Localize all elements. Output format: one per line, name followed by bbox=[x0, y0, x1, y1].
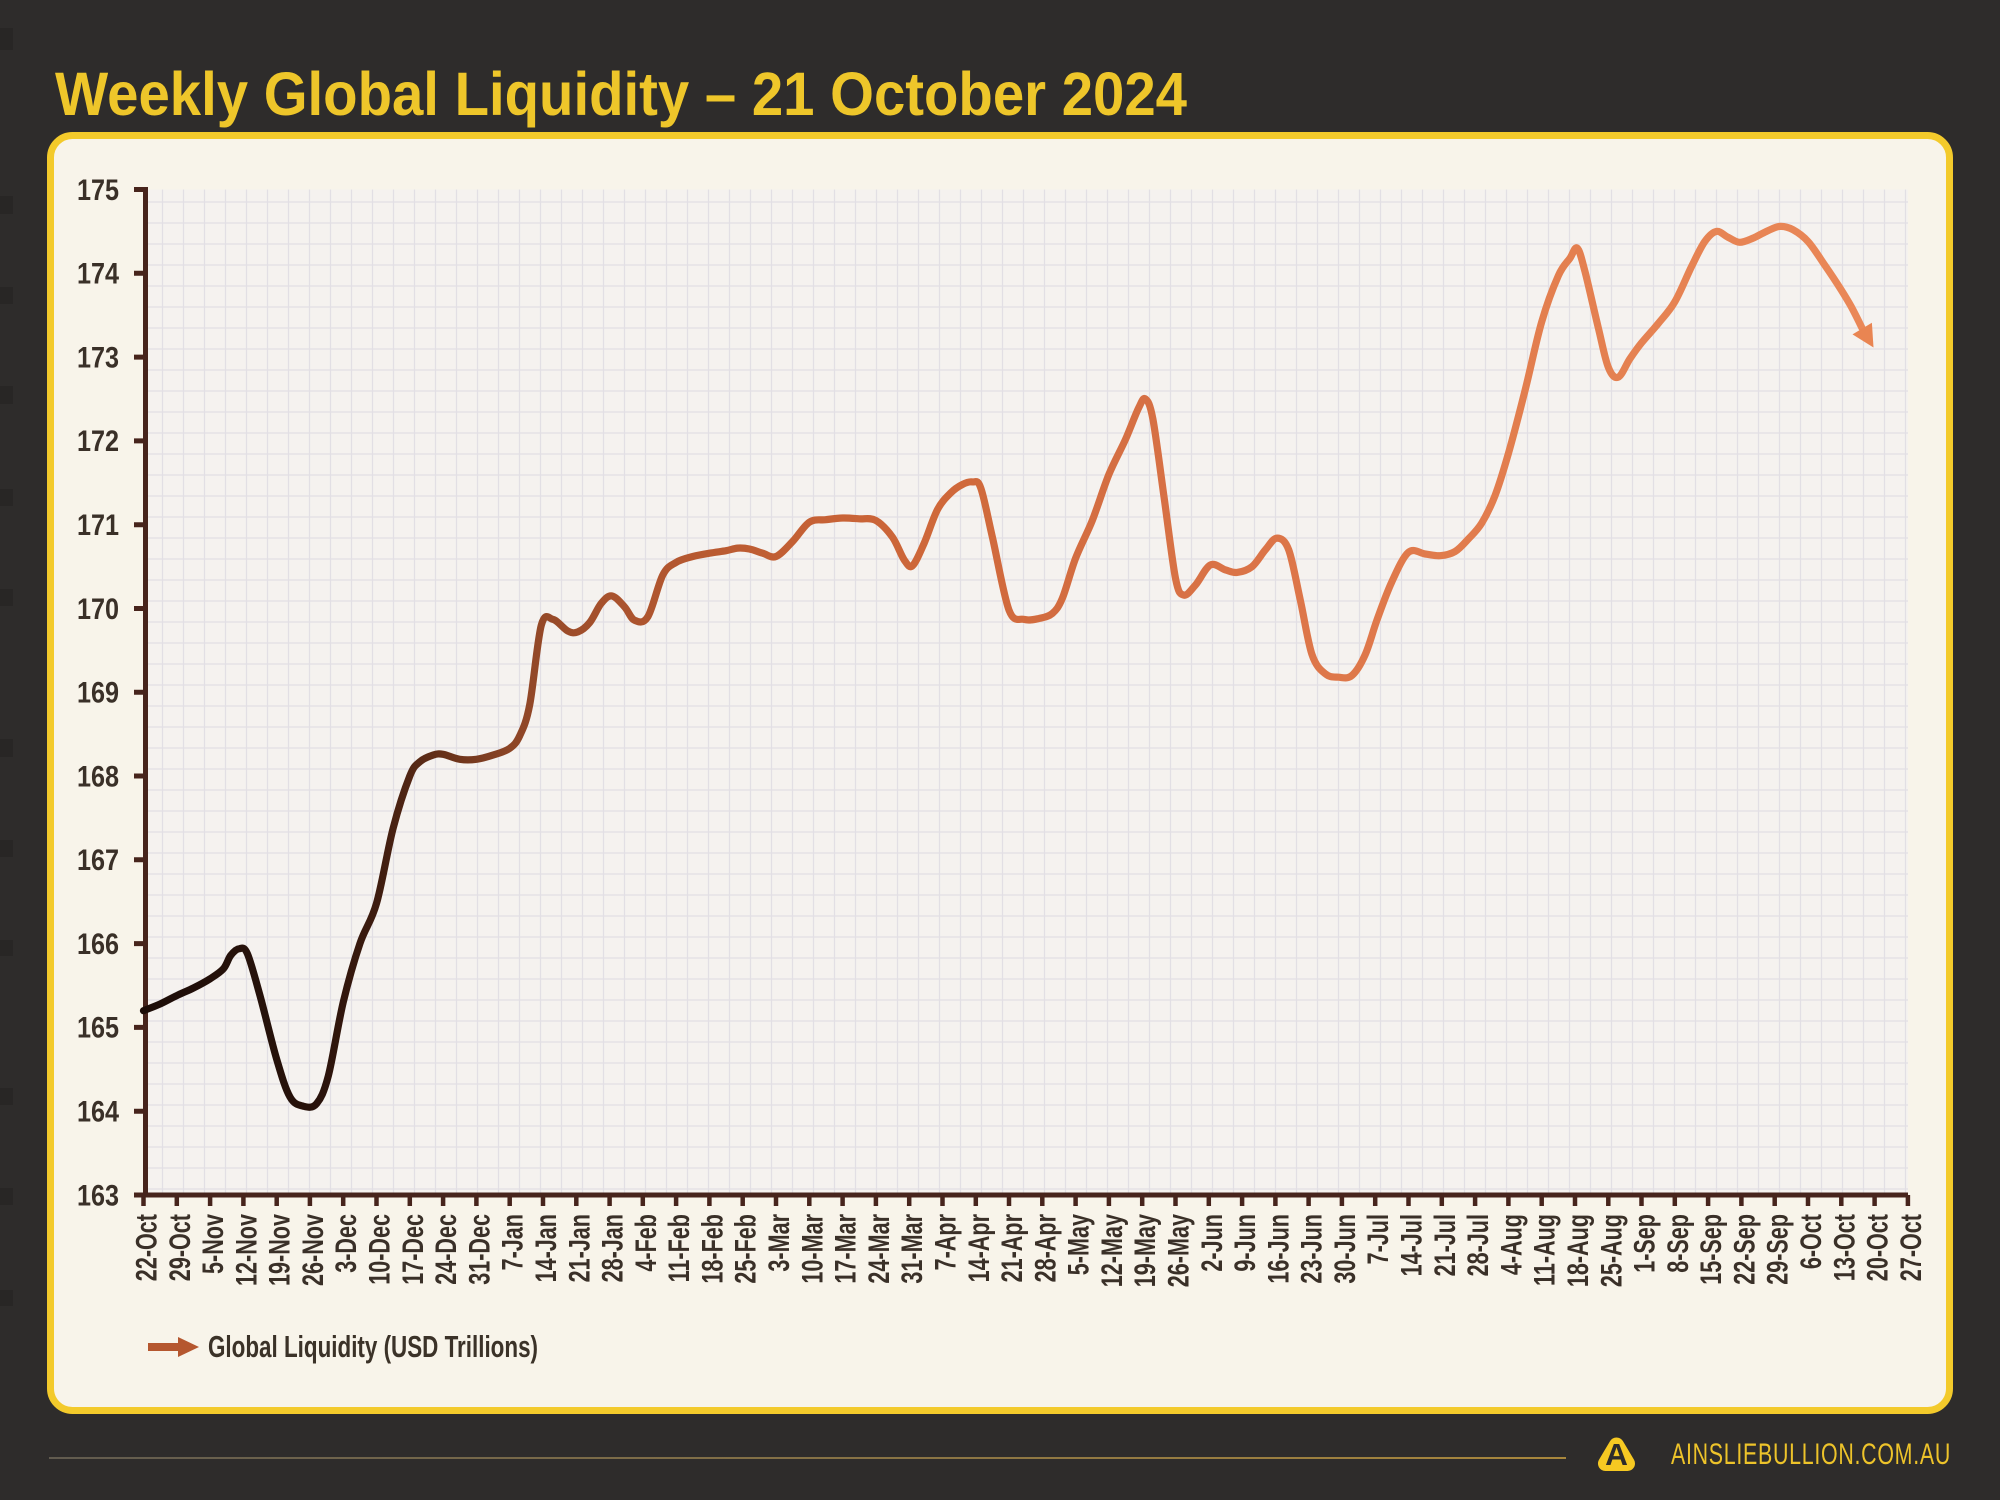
svg-text:2-Jun: 2-Jun bbox=[1194, 1214, 1228, 1272]
svg-text:27-Oct: 27-Oct bbox=[1893, 1214, 1927, 1281]
svg-text:24-Mar: 24-Mar bbox=[861, 1214, 895, 1284]
svg-text:7-Jul: 7-Jul bbox=[1361, 1214, 1395, 1264]
svg-text:174: 174 bbox=[77, 257, 120, 291]
svg-text:Weekly Global Liquidity – 21 O: Weekly Global Liquidity – 21 October 202… bbox=[55, 60, 1187, 128]
svg-text:30-Jun: 30-Jun bbox=[1327, 1214, 1361, 1284]
svg-text:5-May: 5-May bbox=[1061, 1214, 1095, 1276]
svg-text:171: 171 bbox=[77, 508, 119, 542]
svg-text:28-Apr: 28-Apr bbox=[1028, 1214, 1062, 1282]
svg-text:11-Feb: 11-Feb bbox=[662, 1214, 696, 1282]
svg-text:166: 166 bbox=[77, 927, 119, 961]
svg-text:19-Nov: 19-Nov bbox=[262, 1214, 296, 1286]
svg-text:10-Dec: 10-Dec bbox=[362, 1214, 396, 1285]
svg-text:19-May: 19-May bbox=[1128, 1214, 1162, 1288]
svg-text:169: 169 bbox=[77, 676, 119, 710]
svg-text:23-Jun: 23-Jun bbox=[1294, 1214, 1328, 1284]
svg-text:29-Sep: 29-Sep bbox=[1760, 1214, 1794, 1285]
svg-text:24-Dec: 24-Dec bbox=[429, 1214, 463, 1285]
svg-text:10-Mar: 10-Mar bbox=[795, 1214, 829, 1284]
svg-text:168: 168 bbox=[77, 759, 119, 793]
svg-text:15-Sep: 15-Sep bbox=[1694, 1214, 1728, 1285]
svg-text:26-May: 26-May bbox=[1161, 1214, 1195, 1288]
svg-text:29-Oct: 29-Oct bbox=[162, 1214, 196, 1281]
svg-text:13-Oct: 13-Oct bbox=[1827, 1214, 1861, 1281]
svg-text:3-Mar: 3-Mar bbox=[761, 1214, 795, 1272]
svg-text:26-Nov: 26-Nov bbox=[295, 1214, 329, 1286]
svg-text:170: 170 bbox=[77, 592, 119, 626]
svg-text:25-Aug: 25-Aug bbox=[1594, 1214, 1628, 1287]
svg-text:173: 173 bbox=[77, 340, 119, 374]
svg-text:175: 175 bbox=[77, 173, 119, 207]
svg-text:25-Feb: 25-Feb bbox=[728, 1214, 762, 1284]
svg-text:31-Dec: 31-Dec bbox=[462, 1214, 496, 1285]
svg-text:3-Dec: 3-Dec bbox=[329, 1214, 363, 1273]
svg-text:AINSLIEBULLION.COM.AU: AINSLIEBULLION.COM.AU bbox=[1671, 1438, 1951, 1471]
svg-text:17-Dec: 17-Dec bbox=[395, 1214, 429, 1285]
svg-text:Global Liquidity (USD Trillion: Global Liquidity (USD Trillions) bbox=[208, 1329, 538, 1364]
svg-text:167: 167 bbox=[77, 843, 119, 877]
svg-text:18-Feb: 18-Feb bbox=[695, 1214, 729, 1284]
svg-text:164: 164 bbox=[77, 1094, 120, 1128]
svg-text:20-Oct: 20-Oct bbox=[1860, 1214, 1894, 1281]
svg-text:163: 163 bbox=[77, 1178, 119, 1212]
svg-text:6-Oct: 6-Oct bbox=[1793, 1214, 1827, 1269]
svg-text:18-Aug: 18-Aug bbox=[1560, 1214, 1594, 1287]
svg-text:28-Jan: 28-Jan bbox=[595, 1214, 629, 1282]
svg-text:7-Jan: 7-Jan bbox=[495, 1214, 529, 1270]
svg-text:14-Jan: 14-Jan bbox=[528, 1214, 562, 1282]
svg-text:5-Nov: 5-Nov bbox=[196, 1214, 230, 1274]
svg-text:172: 172 bbox=[77, 424, 119, 458]
svg-text:11-Aug: 11-Aug bbox=[1527, 1214, 1561, 1286]
svg-text:17-Mar: 17-Mar bbox=[828, 1214, 862, 1284]
svg-text:21-Jul: 21-Jul bbox=[1427, 1214, 1461, 1276]
svg-text:1-Sep: 1-Sep bbox=[1627, 1214, 1661, 1273]
svg-text:14-Apr: 14-Apr bbox=[961, 1214, 995, 1282]
svg-text:A: A bbox=[1605, 1437, 1628, 1472]
svg-text:4-Feb: 4-Feb bbox=[628, 1214, 662, 1272]
svg-text:12-May: 12-May bbox=[1094, 1214, 1128, 1288]
svg-text:22-Oct: 22-Oct bbox=[129, 1214, 163, 1281]
svg-text:7-Apr: 7-Apr bbox=[928, 1214, 962, 1270]
svg-text:31-Mar: 31-Mar bbox=[895, 1214, 929, 1284]
svg-text:14-Jul: 14-Jul bbox=[1394, 1214, 1428, 1276]
svg-text:165: 165 bbox=[77, 1011, 119, 1045]
svg-text:21-Apr: 21-Apr bbox=[994, 1214, 1028, 1282]
svg-text:16-Jun: 16-Jun bbox=[1261, 1214, 1295, 1284]
svg-text:21-Jan: 21-Jan bbox=[562, 1214, 596, 1282]
svg-text:4-Aug: 4-Aug bbox=[1494, 1214, 1528, 1275]
svg-text:28-Jul: 28-Jul bbox=[1461, 1214, 1495, 1276]
svg-text:9-Jun: 9-Jun bbox=[1228, 1214, 1262, 1272]
svg-text:12-Nov: 12-Nov bbox=[229, 1214, 263, 1286]
svg-text:22-Sep: 22-Sep bbox=[1727, 1214, 1761, 1285]
svg-text:8-Sep: 8-Sep bbox=[1660, 1214, 1694, 1273]
